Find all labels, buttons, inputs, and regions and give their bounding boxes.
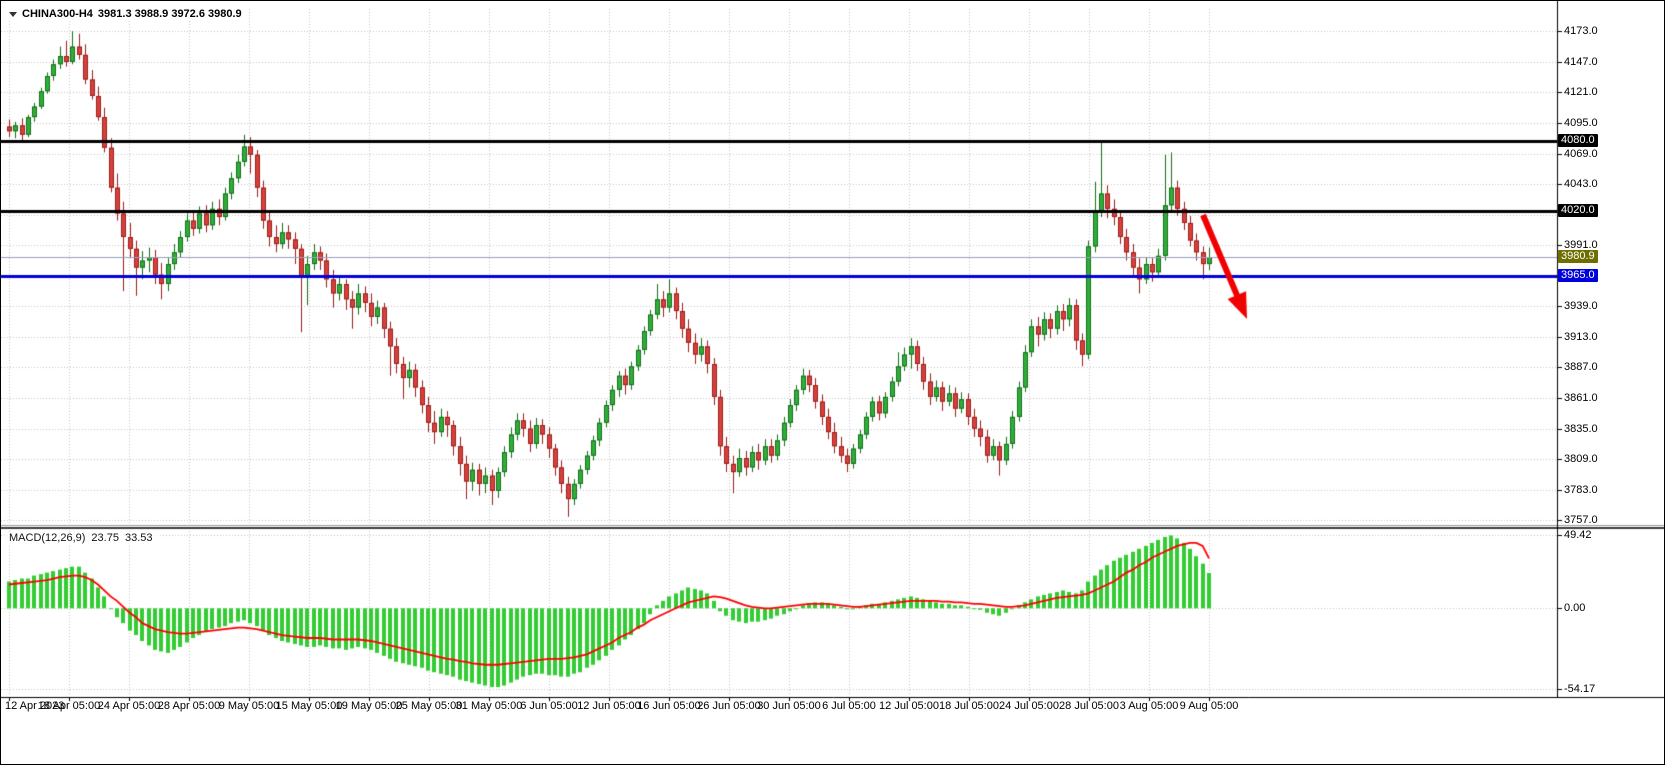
time-axis-label: 18 Apr 05:00 — [37, 700, 101, 712]
time-axis-label: 25 May 05:00 — [395, 700, 463, 712]
symbol-dropdown-icon[interactable] — [9, 11, 17, 17]
time-axis-label: 18 Jul 05:00 — [939, 700, 999, 712]
macd-indicator-label: MACD(12,26,9) 23.75 33.53 — [7, 532, 161, 544]
ohlc-values: 3981.3 3988.9 3972.6 3980.9 — [97, 8, 242, 20]
time-axis-label: 30 Jun 05:00 — [757, 700, 821, 712]
macd-name: MACD(12,26,9) — [9, 532, 86, 544]
time-axis-label: 12 Jun 05:00 — [577, 700, 641, 712]
time-axis-label: 28 Jul 05:00 — [1059, 700, 1119, 712]
macd-signal-value: 33.53 — [124, 532, 153, 544]
symbol-ohlc-label: CHINA300-H4 3981.3 3988.9 3972.6 3980.9 — [6, 7, 245, 21]
time-axis-label: 15 May 05:00 — [275, 700, 343, 712]
time-axis-label: 9 Aug 05:00 — [1179, 700, 1239, 712]
time-axis-label: 12 Apr 2023 — [5, 700, 65, 712]
time-axis-label: 31 May 05:00 — [455, 700, 523, 712]
time-axis-label: 19 May 05:00 — [335, 700, 403, 712]
time-axis-label: 28 Apr 05:00 — [157, 700, 221, 712]
time-axis-label: 6 Jun 05:00 — [520, 700, 578, 712]
time-axis: 12 Apr 2023 18 Apr 05:00 24 Apr 05:00 28 Ap… — [1, 700, 1641, 716]
time-axis-label: 6 Jul 05:00 — [822, 700, 876, 712]
time-axis-label: 26 Jun 05:00 — [697, 700, 761, 712]
macd-main-value: 23.75 — [91, 532, 119, 544]
time-axis-label: 3 Aug 05:00 — [1119, 700, 1179, 712]
time-axis-label: 24 Jul 05:00 — [999, 700, 1059, 712]
time-axis-label: 9 May 05:00 — [218, 700, 280, 712]
symbol-name: CHINA300-H4 — [22, 8, 93, 20]
time-axis-label: 24 Apr 05:00 — [97, 700, 161, 712]
time-axis-label: 16 Jun 05:00 — [637, 700, 701, 712]
time-axis-label: 12 Jul 05:00 — [879, 700, 939, 712]
